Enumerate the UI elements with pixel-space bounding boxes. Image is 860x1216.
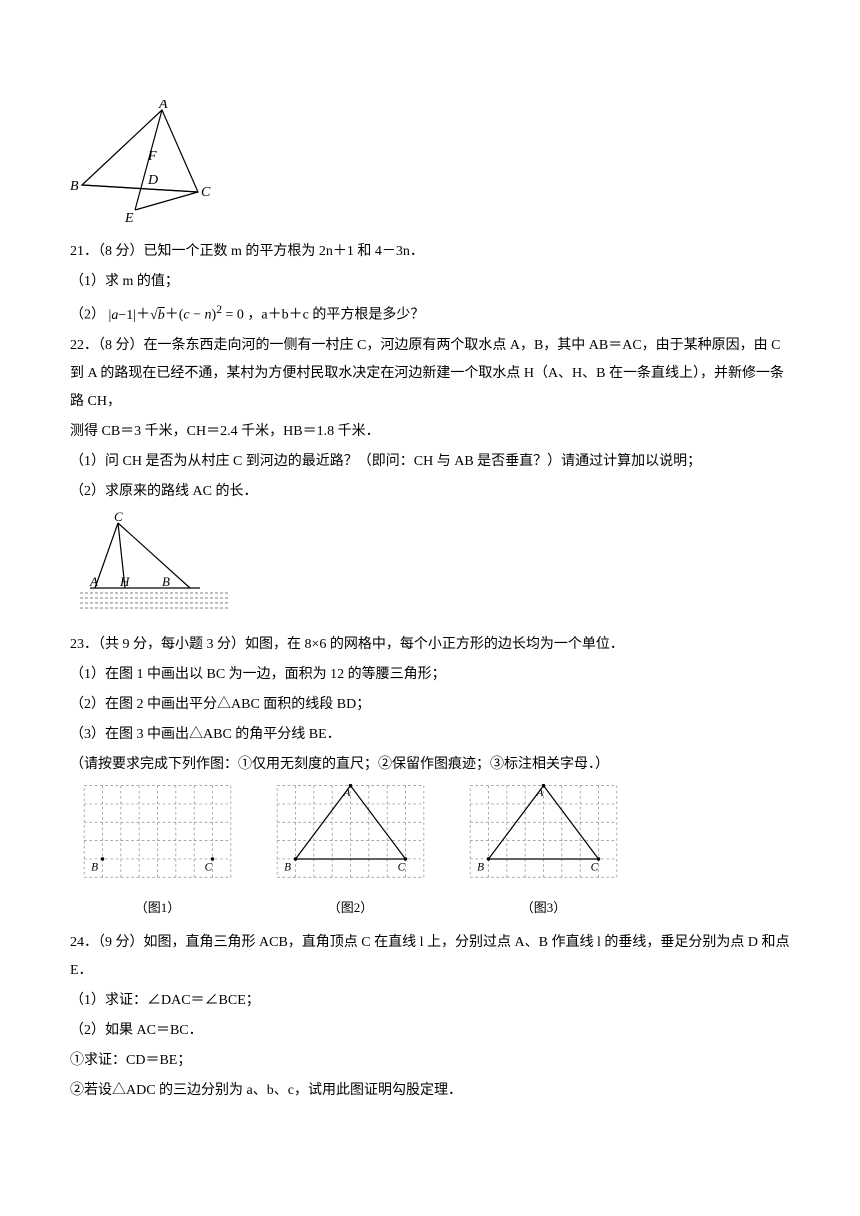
lbl-B: B xyxy=(477,861,484,873)
q22-part1: （1）问 CH 是否为从村庄 C 到河边的最近路？（即问：CH 与 AB 是否垂… xyxy=(70,448,790,476)
q23-part3: （3）在图 3 中画出△ABC 的角平分线 BE． xyxy=(70,721,790,749)
q21-part2-suffix: ，a＋b＋c 的平方根是多少？ xyxy=(247,308,424,323)
lbl-A: A xyxy=(343,787,351,799)
q22-figure: C A H B xyxy=(70,508,790,623)
lbl-B: B xyxy=(91,861,98,873)
q23-note: （请按要求完成下列作图：①仅用无刻度的直尺；②保留作图痕迹；③标注相关字母．） xyxy=(70,751,790,779)
q23-fig2-col: A B C （图2） xyxy=(263,783,438,921)
q20-figure: A B C D E F xyxy=(70,100,790,230)
q21-header: 21．（8 分）已知一个正数 m 的平方根为 2n＋1 和 4－3n． xyxy=(70,238,790,266)
lbl-C: C xyxy=(114,509,123,524)
lbl-C: C xyxy=(201,185,211,200)
q23-cap2: （图2） xyxy=(328,895,374,921)
lbl-A: A xyxy=(536,787,544,799)
q23-part2: （2）在图 2 中画出平分△ABC 面积的线段 BD； xyxy=(70,691,790,719)
grid-fig3: A B C xyxy=(456,783,631,893)
lbl-H: H xyxy=(119,574,130,589)
lbl-B: B xyxy=(70,179,79,194)
lbl-F: F xyxy=(147,149,157,164)
q22-measure: 测得 CB＝3 千米，CH＝2.4 千米，HB＝1.8 千米． xyxy=(70,418,790,446)
q23-cap1: （图1） xyxy=(135,895,181,921)
q23-figures: B C （图1） A B C （图2） xyxy=(70,783,790,921)
lbl-B: B xyxy=(162,574,170,589)
q24-header: 24．（9 分）如图，直角三角形 ACB，直角顶点 C 在直线 l 上，分别过点… xyxy=(70,929,790,985)
q24-sub1: ①求证：CD＝BE； xyxy=(70,1047,790,1075)
lbl-A: A xyxy=(158,100,168,112)
q21-part2-expr: a−1＋√b＋(c − n)2 = 0 xyxy=(109,298,244,330)
triangle-figure-20: A B C D E F xyxy=(70,100,220,230)
q23-header: 23．（共 9 分，每小题 3 分）如图，在 8×6 的网格中，每个小正方形的边… xyxy=(70,631,790,659)
lbl-A: A xyxy=(89,574,98,589)
q22-header: 22．（8 分）在一条东西走向河的一侧有一村庄 C，河边原有两个取水点 A，B，… xyxy=(70,332,790,416)
q24-sub2: ②若设△ADC 的三边分别为 a、b、c，试用此图证明勾股定理． xyxy=(70,1077,790,1105)
q23-part1: （1）在图 1 中画出以 BC 为一边，面积为 12 的等腰三角形； xyxy=(70,661,790,689)
q22-part2: （2）求原来的路线 AC 的长． xyxy=(70,478,790,506)
river-figure: C A H B xyxy=(70,508,240,623)
lbl-C: C xyxy=(205,861,213,873)
q21-part1: （1）求 m 的值； xyxy=(70,268,790,296)
lbl-C: C xyxy=(398,861,406,873)
grid-fig2: A B C xyxy=(263,783,438,893)
q21-part2: （2） a−1＋√b＋(c − n)2 = 0 ，a＋b＋c 的平方根是多少？ xyxy=(70,298,790,330)
lbl-B: B xyxy=(284,861,291,873)
q21-part2-prefix: （2） xyxy=(70,308,105,323)
q23-fig3-col: A B C （图3） xyxy=(456,783,631,921)
q23-cap3: （图3） xyxy=(521,895,567,921)
q24-part1: （1）求证：∠DAC＝∠BCE； xyxy=(70,987,790,1015)
lbl-E: E xyxy=(124,211,134,226)
q23-fig1-col: B C （图1） xyxy=(70,783,245,921)
q24-part2: （2）如果 AC＝BC． xyxy=(70,1017,790,1045)
lbl-D: D xyxy=(147,173,158,188)
lbl-C: C xyxy=(591,861,599,873)
grid-fig1: B C xyxy=(70,783,245,893)
